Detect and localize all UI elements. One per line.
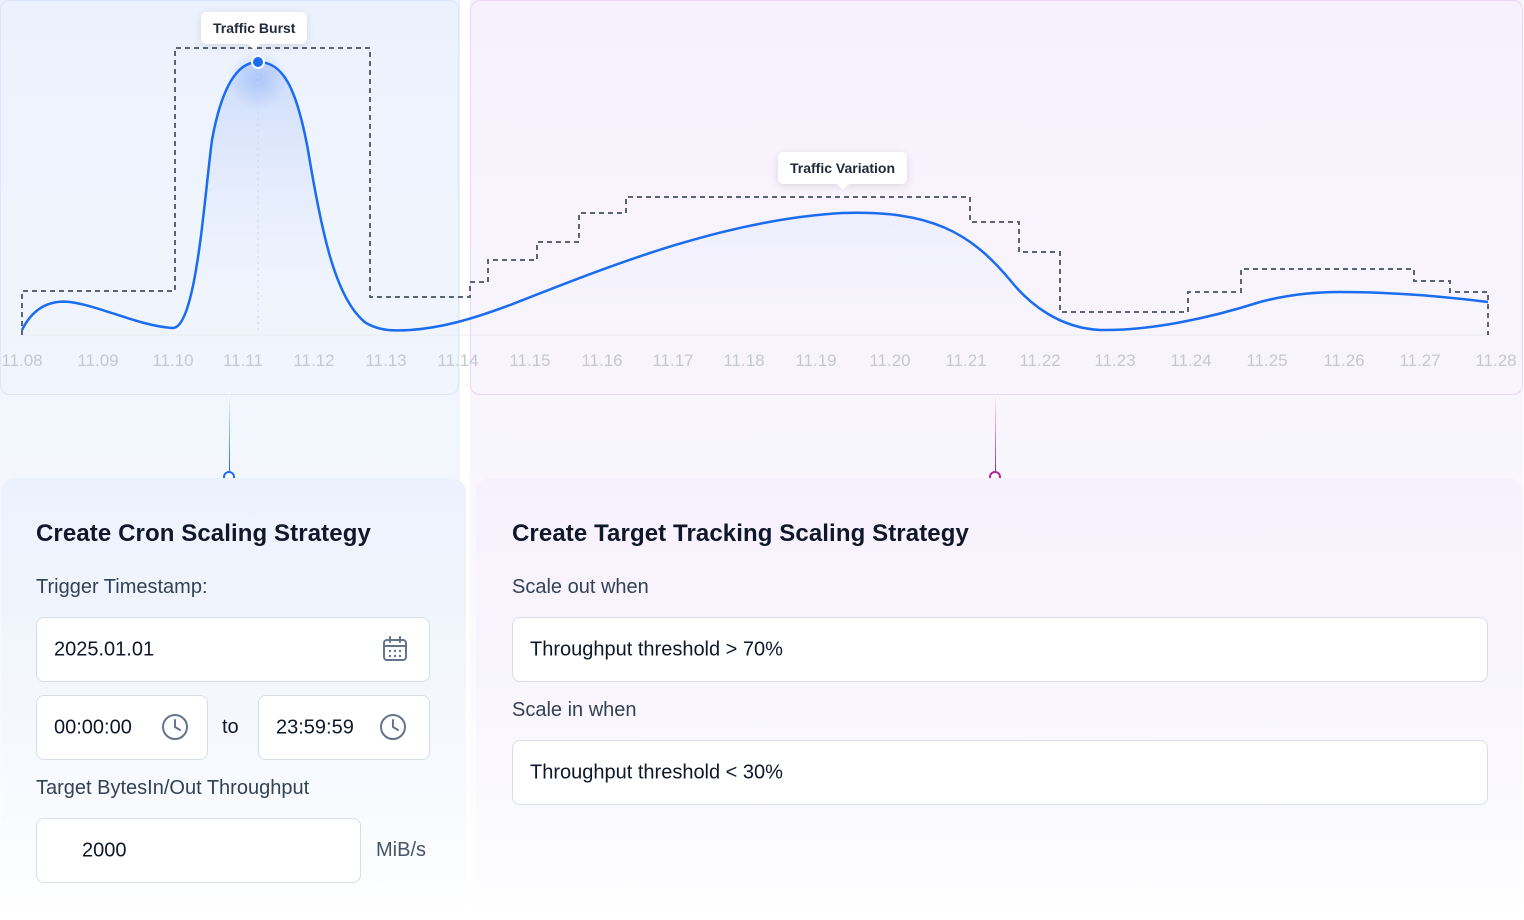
calendar-icon[interactable] xyxy=(381,635,409,663)
x-tick-label: 11.09 xyxy=(77,351,118,370)
x-tick-label: 11.25 xyxy=(1246,351,1287,370)
capacity-step-line xyxy=(21,47,1489,335)
tooltip-traffic-variation: Traffic Variation xyxy=(778,152,908,190)
variation-connector-line xyxy=(995,392,996,472)
target-tracking-title: Create Target Tracking Scaling Strategy xyxy=(512,520,969,547)
end-time-value: 23:59:59 xyxy=(276,716,354,738)
x-tick-label: 11.23 xyxy=(1094,351,1135,370)
x-tick-label: 11.17 xyxy=(652,351,693,370)
traffic-curve xyxy=(20,60,1489,332)
scale-in-input[interactable]: Throughput threshold < 30% xyxy=(512,740,1488,805)
start-time-value: 00:00:00 xyxy=(54,716,132,738)
x-tick-label: 11.24 xyxy=(1170,351,1211,370)
scale-out-value: Throughput threshold > 70% xyxy=(530,638,783,660)
scale-out-label: Scale out when xyxy=(512,576,649,598)
x-tick-label: 11.22 xyxy=(1019,351,1060,370)
traffic-area xyxy=(22,62,1488,335)
x-tick-label: 11.08 xyxy=(1,351,42,370)
throughput-unit: MiB/s xyxy=(376,839,426,861)
trigger-timestamp-label: Trigger Timestamp: xyxy=(36,576,208,598)
traffic-chart: 11.08 11.09 11.10 11.11 11.12 11.13 11.14 11.15… xyxy=(1,47,1517,370)
x-tick-label: 11.26 xyxy=(1323,351,1364,370)
scale-in-value: Throughput threshold < 30% xyxy=(530,761,783,783)
x-tick-label: 11.19 xyxy=(795,351,836,370)
cron-strategy-title: Create Cron Scaling Strategy xyxy=(36,520,371,547)
x-tick-label: 11.14 xyxy=(437,351,478,370)
clock-icon[interactable] xyxy=(379,713,407,741)
x-tick-label: 11.28 xyxy=(1475,351,1516,370)
date-input[interactable]: 2025.01.01 xyxy=(36,617,430,682)
x-tick-label: 11.13 xyxy=(365,351,406,370)
x-tick-label: 11.16 xyxy=(581,351,622,370)
x-tick-label: 11.15 xyxy=(509,351,550,370)
x-tick-label: 11.11 xyxy=(223,351,263,370)
throughput-input[interactable]: 2000 xyxy=(36,818,361,883)
variation-chart-panel xyxy=(470,0,1523,395)
tooltip-traffic-burst: Traffic Burst xyxy=(201,12,308,50)
clock-icon[interactable] xyxy=(161,713,189,741)
target-tracking-card xyxy=(476,478,1523,918)
x-tick-label: 11.18 xyxy=(723,351,764,370)
end-time-input[interactable]: 23:59:59 xyxy=(258,695,430,760)
time-range-separator: to xyxy=(222,716,239,738)
tooltip-traffic-variation-label: Traffic Variation xyxy=(790,160,896,176)
burst-connector-line xyxy=(229,392,230,472)
tooltip-traffic-burst-label: Traffic Burst xyxy=(213,20,296,36)
x-tick-label: 11.10 xyxy=(152,351,193,370)
date-value: 2025.01.01 xyxy=(54,638,155,660)
x-tick-label: 11.12 xyxy=(293,351,334,370)
burst-peak-marker[interactable] xyxy=(251,55,265,69)
start-time-input[interactable]: 00:00:00 xyxy=(36,695,208,760)
x-tick-label: 11.20 xyxy=(869,351,910,370)
x-tick-label: 11.21 xyxy=(945,351,986,370)
scale-in-label: Scale in when xyxy=(512,699,637,721)
throughput-value: 2000 xyxy=(82,839,127,861)
x-tick-label: 11.27 xyxy=(1399,351,1440,370)
throughput-label: Target BytesIn/Out Throughput xyxy=(36,777,310,799)
scale-out-input[interactable]: Throughput threshold > 70% xyxy=(512,617,1488,682)
